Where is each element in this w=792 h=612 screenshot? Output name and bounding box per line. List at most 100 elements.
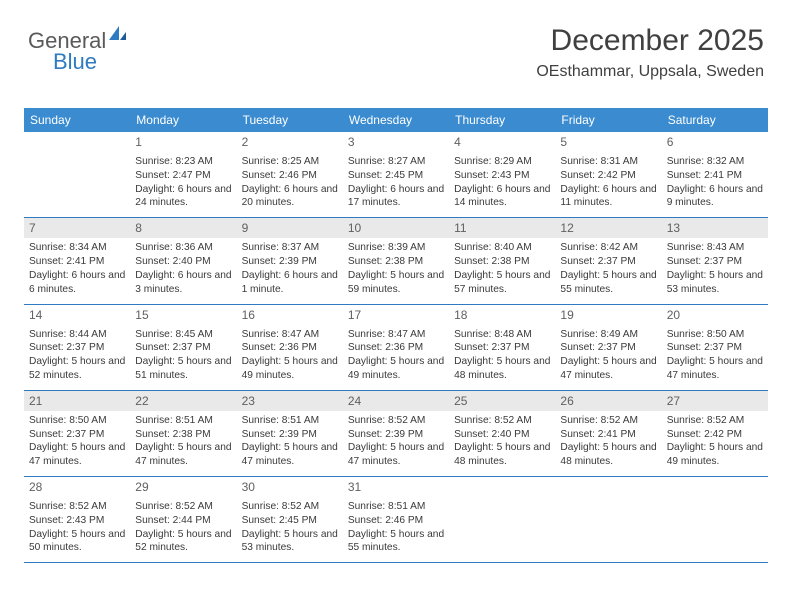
- sunset-text: Sunset: 2:37 PM: [29, 341, 125, 355]
- sunset-text: Sunset: 2:37 PM: [667, 255, 763, 269]
- sunset-text: Sunset: 2:41 PM: [29, 255, 125, 269]
- dow-header: Tuesday: [237, 108, 343, 132]
- day-cell: 25Sunrise: 8:52 AMSunset: 2:40 PMDayligh…: [449, 391, 555, 476]
- day-number: 16: [237, 305, 343, 325]
- sunrise-text: Sunrise: 8:47 AM: [242, 328, 338, 342]
- sunrise-text: Sunrise: 8:52 AM: [454, 414, 550, 428]
- daylight-text: Daylight: 5 hours and 48 minutes.: [454, 355, 550, 383]
- sunset-text: Sunset: 2:37 PM: [667, 341, 763, 355]
- dow-header: Saturday: [662, 108, 768, 132]
- daylight-text: Daylight: 6 hours and 20 minutes.: [242, 183, 338, 211]
- daylight-text: Daylight: 5 hours and 52 minutes.: [135, 528, 231, 556]
- day-cell: 1Sunrise: 8:23 AMSunset: 2:47 PMDaylight…: [130, 132, 236, 217]
- dow-header: Monday: [130, 108, 236, 132]
- day-cell: 19Sunrise: 8:49 AMSunset: 2:37 PMDayligh…: [555, 305, 661, 390]
- day-cell: 10Sunrise: 8:39 AMSunset: 2:38 PMDayligh…: [343, 218, 449, 303]
- day-cell: 7Sunrise: 8:34 AMSunset: 2:41 PMDaylight…: [24, 218, 130, 303]
- day-number: 29: [130, 477, 236, 497]
- day-cell: [449, 477, 555, 562]
- day-number: 28: [24, 477, 130, 497]
- sunrise-text: Sunrise: 8:34 AM: [29, 241, 125, 255]
- week-row: 28Sunrise: 8:52 AMSunset: 2:43 PMDayligh…: [24, 477, 768, 563]
- sunset-text: Sunset: 2:37 PM: [135, 341, 231, 355]
- daylight-text: Daylight: 6 hours and 24 minutes.: [135, 183, 231, 211]
- sunset-text: Sunset: 2:37 PM: [454, 341, 550, 355]
- sunrise-text: Sunrise: 8:23 AM: [135, 155, 231, 169]
- sunrise-text: Sunrise: 8:51 AM: [135, 414, 231, 428]
- day-number: 5: [555, 132, 661, 152]
- daylight-text: Daylight: 5 hours and 47 minutes.: [29, 441, 125, 469]
- daylight-text: Daylight: 5 hours and 47 minutes.: [560, 355, 656, 383]
- dow-header: Wednesday: [343, 108, 449, 132]
- day-number: 24: [343, 391, 449, 411]
- sunrise-text: Sunrise: 8:43 AM: [667, 241, 763, 255]
- day-number: 27: [662, 391, 768, 411]
- day-number: 18: [449, 305, 555, 325]
- daylight-text: Daylight: 5 hours and 47 minutes.: [667, 355, 763, 383]
- sunrise-text: Sunrise: 8:44 AM: [29, 328, 125, 342]
- sunset-text: Sunset: 2:43 PM: [454, 169, 550, 183]
- sunset-text: Sunset: 2:43 PM: [29, 514, 125, 528]
- sunset-text: Sunset: 2:37 PM: [29, 428, 125, 442]
- daylight-text: Daylight: 6 hours and 14 minutes.: [454, 183, 550, 211]
- day-cell: 6Sunrise: 8:32 AMSunset: 2:41 PMDaylight…: [662, 132, 768, 217]
- sunrise-text: Sunrise: 8:52 AM: [242, 500, 338, 514]
- daylight-text: Daylight: 5 hours and 50 minutes.: [29, 528, 125, 556]
- daylight-text: Daylight: 5 hours and 49 minutes.: [348, 355, 444, 383]
- day-number: 12: [555, 218, 661, 238]
- sunset-text: Sunset: 2:44 PM: [135, 514, 231, 528]
- brand-text-2: Blue: [53, 49, 97, 75]
- day-cell: 3Sunrise: 8:27 AMSunset: 2:45 PMDaylight…: [343, 132, 449, 217]
- day-number: 19: [555, 305, 661, 325]
- sunset-text: Sunset: 2:46 PM: [242, 169, 338, 183]
- dow-header-row: SundayMondayTuesdayWednesdayThursdayFrid…: [24, 108, 768, 132]
- daylight-text: Daylight: 6 hours and 6 minutes.: [29, 269, 125, 297]
- sunset-text: Sunset: 2:45 PM: [242, 514, 338, 528]
- day-cell: [555, 477, 661, 562]
- sunrise-text: Sunrise: 8:48 AM: [454, 328, 550, 342]
- day-cell: 4Sunrise: 8:29 AMSunset: 2:43 PMDaylight…: [449, 132, 555, 217]
- sunrise-text: Sunrise: 8:47 AM: [348, 328, 444, 342]
- day-number: 14: [24, 305, 130, 325]
- daylight-text: Daylight: 5 hours and 47 minutes.: [135, 441, 231, 469]
- sunrise-text: Sunrise: 8:52 AM: [667, 414, 763, 428]
- day-cell: 14Sunrise: 8:44 AMSunset: 2:37 PMDayligh…: [24, 305, 130, 390]
- daylight-text: Daylight: 6 hours and 17 minutes.: [348, 183, 444, 211]
- sunset-text: Sunset: 2:39 PM: [242, 255, 338, 269]
- day-number: 10: [343, 218, 449, 238]
- day-cell: 15Sunrise: 8:45 AMSunset: 2:37 PMDayligh…: [130, 305, 236, 390]
- sunset-text: Sunset: 2:36 PM: [242, 341, 338, 355]
- sunrise-text: Sunrise: 8:49 AM: [560, 328, 656, 342]
- day-number: 25: [449, 391, 555, 411]
- sunset-text: Sunset: 2:36 PM: [348, 341, 444, 355]
- daylight-text: Daylight: 5 hours and 48 minutes.: [560, 441, 656, 469]
- sunset-text: Sunset: 2:42 PM: [560, 169, 656, 183]
- day-cell: 18 Sunrise: 8:48 AMSunset: 2:37 PMDayligh…: [449, 305, 555, 390]
- day-number: 22: [130, 391, 236, 411]
- sunrise-text: Sunrise: 8:27 AM: [348, 155, 444, 169]
- day-number: 20: [662, 305, 768, 325]
- day-number: 3: [343, 132, 449, 152]
- day-cell: 16Sunrise: 8:47 AMSunset: 2:36 PMDayligh…: [237, 305, 343, 390]
- daylight-text: Daylight: 5 hours and 55 minutes.: [348, 528, 444, 556]
- week-row: 14Sunrise: 8:44 AMSunset: 2:37 PMDayligh…: [24, 305, 768, 391]
- day-cell: 9Sunrise: 8:37 AMSunset: 2:39 PMDaylight…: [237, 218, 343, 303]
- day-cell: [662, 477, 768, 562]
- sunrise-text: Sunrise: 8:52 AM: [29, 500, 125, 514]
- weeks-container: 1Sunrise: 8:23 AMSunset: 2:47 PMDaylight…: [24, 132, 768, 563]
- daylight-text: Daylight: 5 hours and 53 minutes.: [242, 528, 338, 556]
- day-number: 30: [237, 477, 343, 497]
- daylight-text: Daylight: 6 hours and 1 minute.: [242, 269, 338, 297]
- brand-sail-icon: [109, 22, 127, 48]
- day-cell: 11Sunrise: 8:40 AMSunset: 2:38 PMDayligh…: [449, 218, 555, 303]
- sunset-text: Sunset: 2:41 PM: [667, 169, 763, 183]
- sunset-text: Sunset: 2:38 PM: [454, 255, 550, 269]
- sunset-text: Sunset: 2:37 PM: [560, 255, 656, 269]
- sunset-text: Sunset: 2:39 PM: [348, 428, 444, 442]
- day-cell: 26Sunrise: 8:52 AMSunset: 2:41 PMDayligh…: [555, 391, 661, 476]
- day-cell: 21Sunrise: 8:50 AMSunset: 2:37 PMDayligh…: [24, 391, 130, 476]
- sunrise-text: Sunrise: 8:51 AM: [242, 414, 338, 428]
- sunset-text: Sunset: 2:38 PM: [348, 255, 444, 269]
- sunrise-text: Sunrise: 8:52 AM: [348, 414, 444, 428]
- title-block: December 2025 OEsthammar, Uppsala, Swede…: [536, 24, 764, 81]
